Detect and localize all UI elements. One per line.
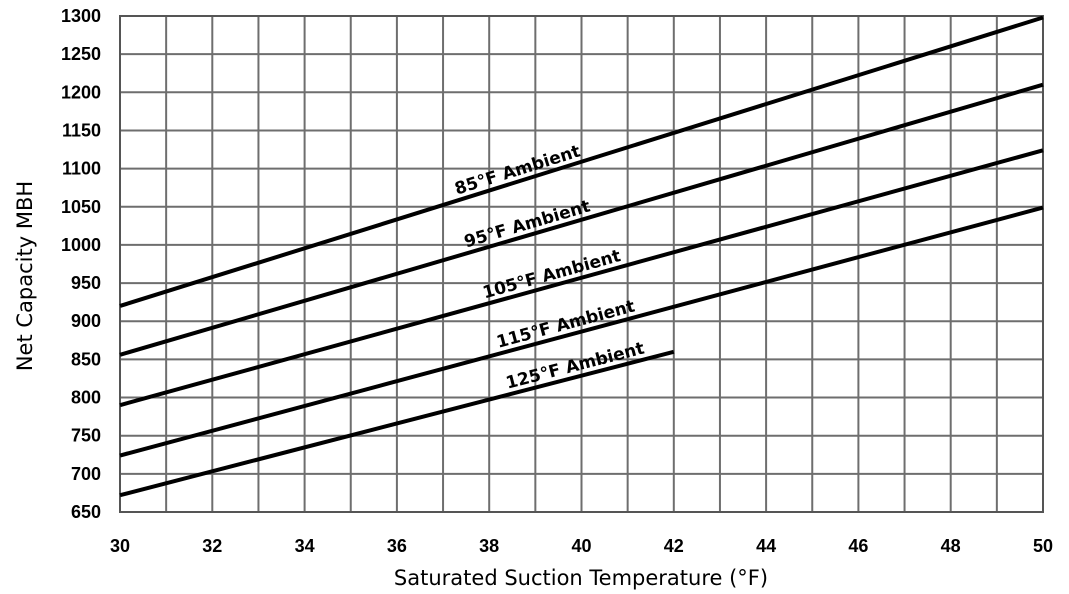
- y-tick-label: 1000: [61, 235, 101, 255]
- y-tick-label: 1250: [61, 44, 101, 64]
- series-label: 115°F Ambient: [495, 296, 637, 352]
- y-tick-label: 900: [71, 311, 101, 331]
- x-tick-label: 34: [295, 536, 315, 556]
- series-label: 85°F Ambient: [452, 142, 582, 200]
- y-tick-label: 1100: [62, 159, 101, 179]
- plot-frame: [119, 15, 1044, 513]
- y-tick-label: 800: [71, 388, 101, 408]
- x-tick-label: 44: [756, 536, 776, 556]
- y-tick-label: 1150: [62, 120, 101, 140]
- tick-labels: 30 32 34 36 38 40 42 44 46 48 50 650 700 750 800 850 900…: [61, 6, 1053, 556]
- x-tick-label: 32: [202, 536, 222, 556]
- x-tick-label: 36: [387, 536, 407, 556]
- series-line: [119, 148, 1044, 408]
- series-line: [119, 82, 1044, 357]
- y-tick-label: 850: [71, 349, 101, 369]
- x-tick-label: 38: [479, 536, 499, 556]
- y-tick-label: 650: [71, 502, 101, 522]
- y-tick-label: 1300: [61, 6, 101, 26]
- series-line: [119, 15, 1044, 308]
- y-tick-label: 700: [71, 464, 101, 484]
- x-tick-label: 46: [848, 536, 868, 556]
- y-axis-title: Net Capacity MBH: [13, 181, 37, 371]
- series-label: 105°F Ambient: [481, 246, 623, 303]
- x-axis-title: Saturated Suction Temperature (°F): [394, 566, 768, 590]
- x-tick-label: 40: [571, 536, 591, 556]
- x-tick-label: 30: [110, 536, 130, 556]
- series-line: [119, 349, 675, 498]
- grid: [119, 15, 1044, 513]
- y-tick-label: 750: [71, 426, 101, 446]
- x-tick-label: 48: [941, 536, 961, 556]
- x-tick-label: 50: [1033, 536, 1053, 556]
- y-tick-label: 1050: [61, 197, 101, 217]
- y-tick-label: 1200: [61, 82, 101, 102]
- series-lines: [119, 15, 1044, 498]
- x-tick-label: 42: [664, 536, 684, 556]
- y-tick-label: 950: [71, 273, 101, 293]
- series-line: [119, 205, 1044, 458]
